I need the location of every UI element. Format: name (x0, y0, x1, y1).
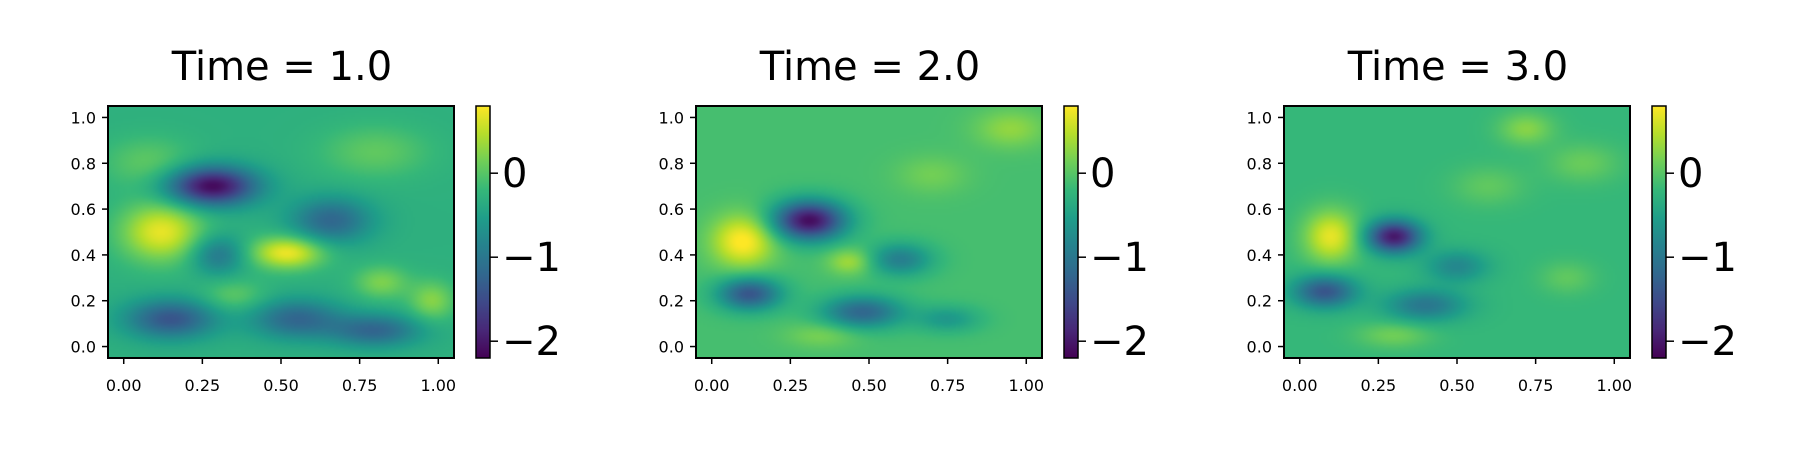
subplot-2: Time = 2.00.00 0.25 0.50 0.75 1.000.00.20.40… (659, 44, 1149, 395)
x-tick-label: 0.25 (185, 376, 221, 395)
y-tick-label: 0.8 (71, 154, 96, 173)
x-tick-label: 1.00 (1596, 376, 1632, 395)
colorbar-tick-label: −2 (1678, 319, 1737, 365)
heatmap-field (696, 106, 1042, 358)
y-tick-label: 0.2 (71, 292, 96, 311)
y-tick-label: 1.0 (659, 108, 684, 127)
y-tick-label: 1.0 (71, 108, 96, 127)
y-tick-label: 0.6 (1247, 200, 1272, 219)
y-tick-label: 0.4 (1247, 246, 1272, 265)
x-tick-label: 0.00 (1282, 376, 1318, 395)
heatmap-field (108, 106, 454, 358)
subplot-title: Time = 1.0 (171, 44, 392, 90)
colorbar-tick-label: −1 (502, 235, 561, 281)
y-tick-label: 0.2 (659, 292, 684, 311)
y-tick-label: 0.4 (71, 246, 96, 265)
subplot-3: Time = 3.00.00 0.25 0.50 0.75 1.000.00.20.40… (1247, 44, 1737, 395)
x-tick-label: 0.25 (1361, 376, 1397, 395)
colorbar (1063, 105, 1079, 359)
y-tick-label: 0.2 (1247, 292, 1272, 311)
x-tick-label: 0.50 (851, 376, 887, 395)
y-tick-label: 0.8 (659, 154, 684, 173)
subplot-title: Time = 2.0 (759, 44, 980, 90)
y-tick-label: 0.0 (71, 338, 96, 357)
x-tick-label: 0.75 (1518, 376, 1554, 395)
y-tick-label: 1.0 (1247, 108, 1272, 127)
colorbar-tick-label: −2 (1090, 319, 1149, 365)
x-tick-label: 1.00 (420, 376, 456, 395)
colorbar (1651, 105, 1667, 359)
y-tick-label: 0.0 (1247, 338, 1272, 357)
colorbar-tick-label: −1 (1090, 235, 1149, 281)
y-tick-label: 0.8 (1247, 154, 1272, 173)
subplot-title: Time = 3.0 (1347, 44, 1568, 90)
y-tick-label: 0.6 (71, 200, 96, 219)
x-tick-label: 0.75 (342, 376, 378, 395)
colorbar-tick-label: 0 (1090, 151, 1115, 197)
subplot-1: Time = 1.00.00 0.25 0.50 0.75 1.000.00.20.40… (71, 44, 561, 395)
colorbar-tick-label: 0 (1678, 151, 1703, 197)
colorbar-tick-label: −1 (1678, 235, 1737, 281)
x-tick-label: 0.00 (694, 376, 730, 395)
colorbar-tick-label: 0 (502, 151, 527, 197)
y-tick-label: 0.0 (659, 338, 684, 357)
heatmap-field (1284, 106, 1630, 358)
y-tick-label: 0.6 (659, 200, 684, 219)
x-tick-label: 0.50 (1439, 376, 1475, 395)
y-tick-label: 0.4 (659, 246, 684, 265)
x-tick-label: 0.75 (930, 376, 966, 395)
x-tick-label: 0.00 (106, 376, 142, 395)
x-tick-label: 0.25 (773, 376, 809, 395)
colorbar (475, 105, 491, 359)
x-tick-label: 0.50 (263, 376, 299, 395)
x-tick-label: 1.00 (1008, 376, 1044, 395)
colorbar-tick-label: −2 (502, 319, 561, 365)
